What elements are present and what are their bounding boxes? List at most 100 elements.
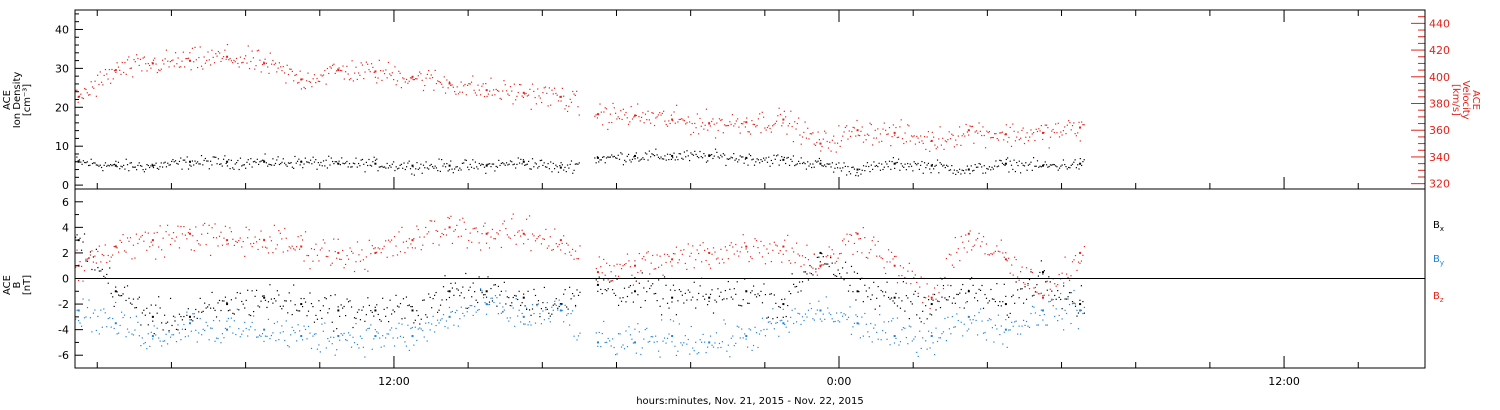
scatter-dot <box>855 299 857 301</box>
scatter-dot <box>525 308 528 311</box>
scatter-dot <box>687 289 689 291</box>
scatter-dot <box>996 137 998 140</box>
scatter-dot <box>189 52 191 54</box>
scatter-dot <box>997 314 999 316</box>
scatter-dot <box>221 165 223 167</box>
scatter-dot <box>1020 288 1022 290</box>
scatter-dot <box>1022 164 1024 166</box>
scatter-dot <box>932 293 934 295</box>
scatter-dot <box>225 162 227 165</box>
scatter-dot <box>282 251 284 253</box>
scatter-dot <box>82 280 84 282</box>
scatter-dot <box>315 82 317 84</box>
scatter-dot <box>382 70 384 72</box>
scatter-dot <box>833 135 835 137</box>
scatter-dot <box>953 266 955 268</box>
top-left-tick-label: 10 <box>55 140 69 153</box>
scatter-dot <box>393 78 395 81</box>
scatter-dot <box>1007 141 1009 143</box>
scatter-dot <box>226 301 228 304</box>
scatter-dot <box>95 262 97 264</box>
scatter-dot <box>616 263 618 265</box>
scatter-dot <box>83 233 86 235</box>
scatter-dot <box>681 118 683 120</box>
scatter-dot <box>478 308 480 311</box>
scatter-dot <box>818 139 820 141</box>
scatter-dot <box>600 111 602 113</box>
scatter-dot <box>675 354 678 357</box>
scatter-dot <box>678 289 680 291</box>
scatter-dot <box>609 340 611 342</box>
scatter-dot <box>962 335 964 337</box>
scatter-dot <box>403 162 405 164</box>
scatter-dot <box>811 133 813 135</box>
scatter-dot <box>313 333 316 335</box>
scatter-dot <box>944 276 946 279</box>
scatter-dot <box>770 293 772 295</box>
scatter-dot <box>138 162 140 164</box>
axis-label-line: Velocity <box>1460 80 1471 119</box>
scatter-dot <box>1045 281 1047 283</box>
scatter-dot <box>822 264 824 266</box>
scatter-dot <box>448 217 451 220</box>
scatter-dot <box>947 299 949 301</box>
scatter-dot <box>890 320 893 322</box>
scatter-dot <box>218 320 221 322</box>
data-point <box>151 164 154 167</box>
scatter-dot <box>411 306 413 308</box>
scatter-dot <box>652 283 654 285</box>
scatter-dot <box>764 127 766 129</box>
scatter-dot <box>803 271 805 273</box>
scatter-dot <box>1043 164 1045 166</box>
scatter-dot <box>947 165 949 167</box>
scatter-dot <box>388 239 390 241</box>
scatter-dot <box>357 162 360 165</box>
scatter-dot <box>844 126 846 129</box>
scatter-dot <box>212 156 214 158</box>
scatter-dot <box>882 291 884 293</box>
scatter-dot <box>833 253 835 255</box>
scatter-dot <box>288 246 290 248</box>
scatter-dot <box>997 139 1000 141</box>
scatter-dot <box>423 299 425 301</box>
scatter-dot <box>668 333 670 335</box>
scatter-dot <box>847 316 850 318</box>
data-point <box>708 122 711 125</box>
scatter-dot <box>668 158 670 161</box>
scatter-dot <box>997 304 999 307</box>
scatter-dot <box>123 164 125 166</box>
scatter-dot <box>508 236 510 238</box>
scatter-dot <box>87 164 90 167</box>
data-point <box>263 160 266 163</box>
scatter-dot <box>301 306 304 308</box>
scatter-dot <box>761 160 763 162</box>
scatter-dot <box>656 154 658 156</box>
scatter-dot <box>755 240 758 242</box>
scatter-dot <box>1066 168 1068 170</box>
scatter-dot <box>812 267 814 269</box>
scatter-dot <box>197 161 199 163</box>
scatter-dot <box>1003 331 1005 333</box>
scatter-dot <box>1061 164 1063 166</box>
scatter-dot <box>1029 163 1031 165</box>
scatter-dot <box>236 308 238 310</box>
scatter-dot <box>815 313 817 315</box>
scatter-dot <box>741 328 743 330</box>
scatter-dot <box>849 284 851 287</box>
scatter-dot <box>686 150 688 152</box>
scatter-dot <box>115 245 117 247</box>
scatter-dot <box>950 254 952 256</box>
scatter-dot <box>91 86 94 88</box>
scatter-dot <box>154 57 156 59</box>
scatter-dot <box>480 289 482 291</box>
data-point <box>856 129 859 132</box>
scatter-dot <box>1021 288 1023 290</box>
scatter-dot <box>783 110 785 112</box>
scatter-dot <box>190 69 192 71</box>
scatter-dot <box>1083 124 1085 126</box>
scatter-dot <box>671 265 673 267</box>
scatter-dot <box>166 224 169 226</box>
scatter-dot <box>1043 294 1045 296</box>
scatter-dot <box>263 238 265 240</box>
scatter-dot <box>116 333 118 335</box>
